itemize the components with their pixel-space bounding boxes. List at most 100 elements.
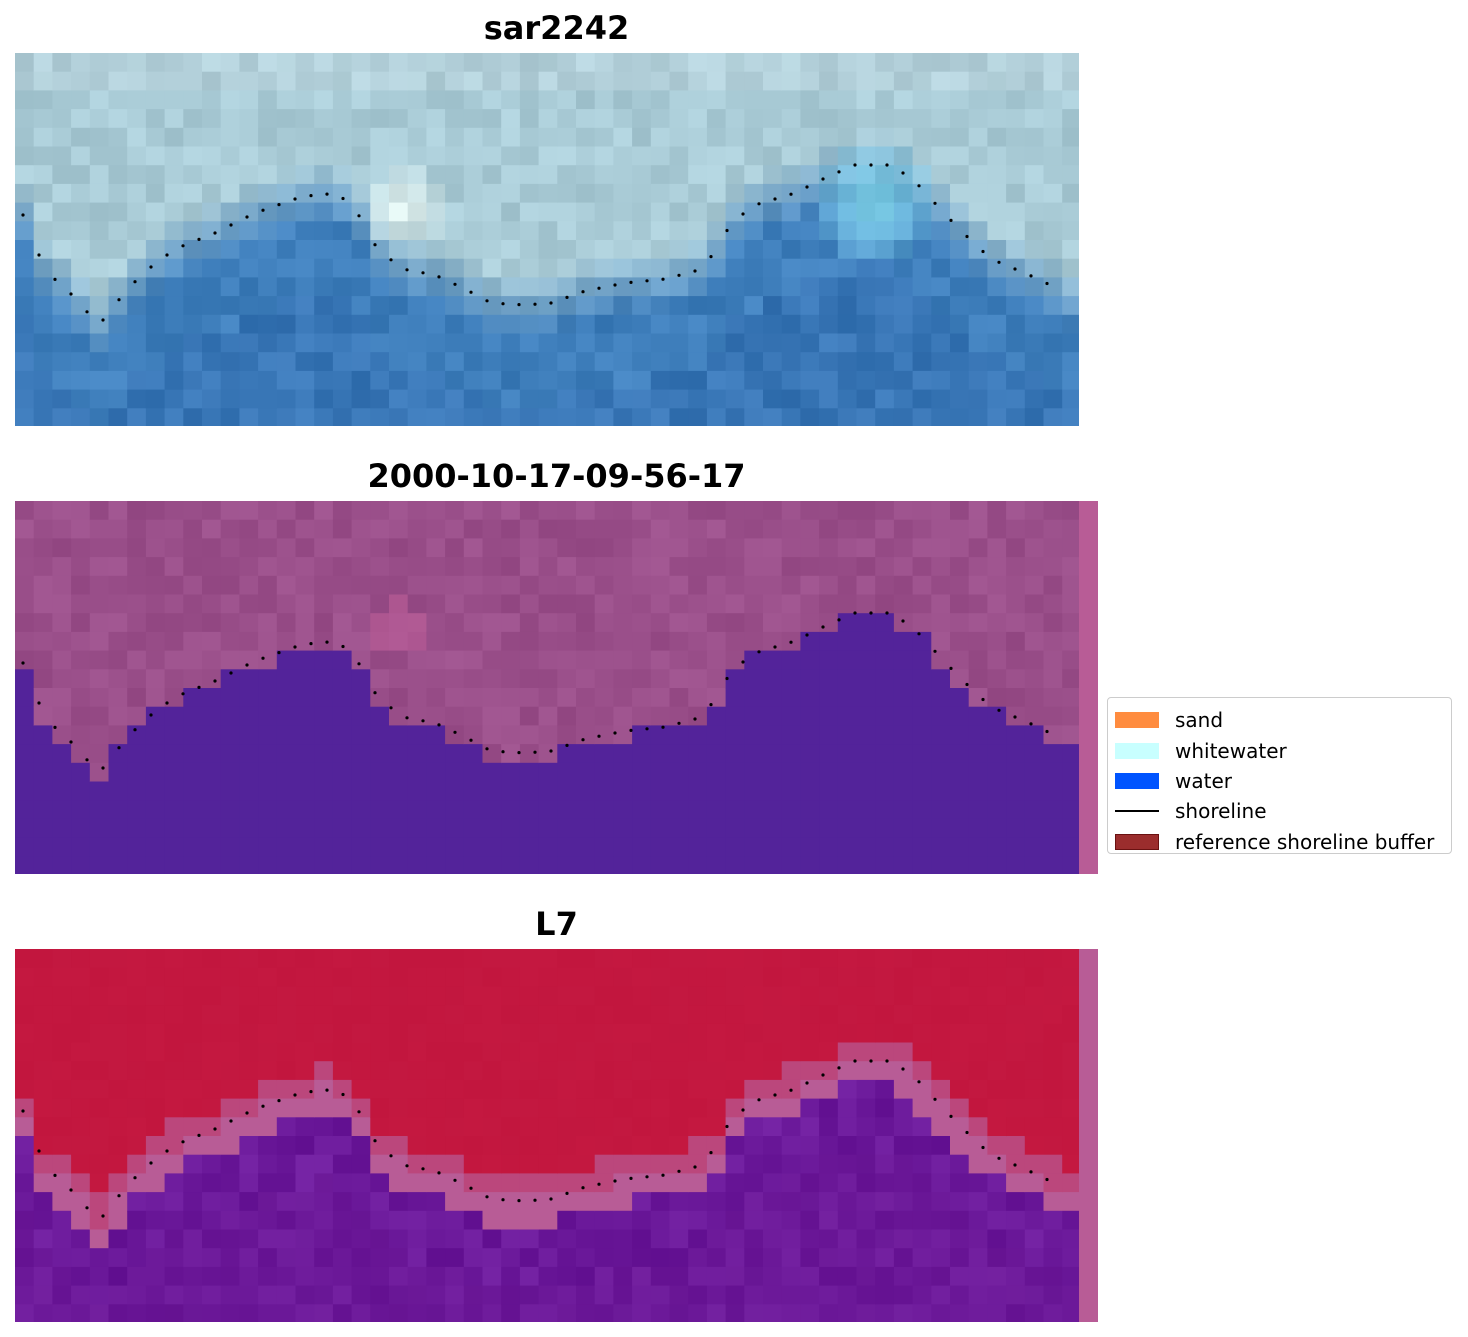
raster-cell [15,1229,35,1249]
raster-cell [501,837,521,857]
raster-cell [332,183,353,204]
raster-cell [688,1117,708,1137]
raster-cell [445,744,465,764]
raster-cell [332,165,353,185]
raster-cell [781,1154,801,1174]
raster-cell [389,165,409,185]
raster-cell [893,706,914,726]
raster-cell [71,240,91,260]
raster-cell [482,408,502,426]
raster-cell [781,986,801,1006]
raster-cell [332,519,353,539]
raster-cell [669,501,689,521]
raster-cell [426,296,446,316]
raster-cell [426,90,446,110]
raster-cell [220,221,240,241]
raster-cell [856,146,876,166]
edge-strip [1079,949,1098,1322]
raster-cell [744,1023,764,1044]
raster-cell [1043,408,1063,426]
raster-cell [445,706,465,726]
raster-cell [744,314,764,335]
raster-cell [632,1210,652,1231]
raster-cell [856,408,876,426]
raster-cell [538,986,558,1006]
raster-cell [202,1248,222,1268]
raster-cell [763,594,783,614]
raster-cell [276,1023,297,1044]
classified-image-panel [15,501,1098,874]
shoreline-dot [837,1066,841,1070]
raster-cell [875,221,895,241]
raster-cell [931,650,951,670]
raster-cell [127,1210,147,1231]
raster-cell [893,1248,914,1268]
raster-cell [650,183,671,204]
raster-cell [389,762,409,783]
raster-cell [332,1079,353,1100]
raster-cell [1024,221,1045,241]
raster-cell [71,1098,91,1118]
rgb-image-panel [15,53,1098,426]
raster-cell [613,650,633,670]
raster-cell [71,352,91,372]
raster-cell [332,202,353,222]
raster-cell [52,986,72,1006]
raster-cell [183,1005,203,1025]
raster-cell [893,744,914,764]
raster-cell [407,165,427,185]
raster-cell [800,90,820,110]
raster-cell [407,370,427,391]
raster-cell [314,1005,334,1025]
raster-cell [744,1061,764,1081]
raster-cell [819,1154,839,1174]
raster-cell [744,1210,764,1231]
raster-cell [33,183,53,204]
raster-cell [837,781,858,801]
raster-cell [763,1042,783,1062]
raster-cell [501,1117,521,1137]
raster-cell [594,949,614,969]
raster-cell [893,277,914,297]
raster-cell [725,277,745,297]
raster-cell [893,389,914,409]
raster-cell [15,1192,35,1212]
raster-cell [725,856,745,874]
raster-cell [202,1173,222,1193]
raster-cell [258,1229,278,1249]
raster-cell [669,1304,689,1322]
raster-cell [183,1229,203,1249]
raster-cell [295,109,315,129]
raster-cell [239,538,259,558]
raster-cell [950,501,970,521]
raster-cell [164,781,184,801]
raster-cell [239,333,259,353]
raster-cell [164,818,184,839]
raster-cell [445,1136,465,1156]
raster-cell [706,706,727,726]
raster-cell [183,725,203,745]
raster-cell [1043,575,1063,596]
raster-cell [202,669,222,689]
raster-cell [800,986,820,1006]
raster-cell [164,1079,184,1100]
raster-cell [519,762,540,783]
raster-cell [1043,1229,1063,1249]
raster-cell [501,800,521,820]
raster-cell [295,296,315,316]
shoreline-dot [517,751,521,755]
raster-cell [426,109,446,129]
raster-cell [407,53,427,73]
raster-cell [650,1117,671,1137]
raster-cell [1043,1173,1063,1193]
raster-cell [370,1229,390,1249]
raster-cell [1062,781,1082,801]
raster-cell [501,109,521,129]
raster-cell [71,1117,91,1137]
raster-cell [407,109,427,129]
raster-cell [127,1098,147,1118]
raster-cell [71,501,91,521]
raster-cell [15,90,35,110]
raster-cell [950,1173,970,1193]
raster-cell [613,408,633,426]
